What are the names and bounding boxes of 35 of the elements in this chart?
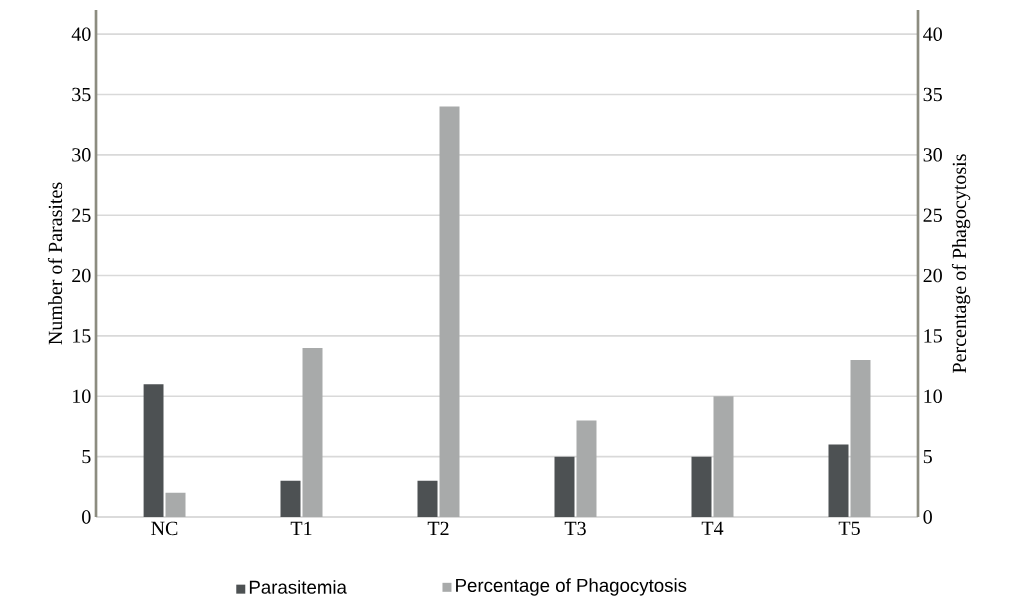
bar	[165, 492, 186, 517]
x-tick-label: T2	[427, 521, 449, 535]
y-tick-label: 25	[72, 208, 91, 222]
bar	[417, 480, 438, 517]
y-tick-label: 10	[73, 389, 91, 404]
y-tick-label: 40	[71, 27, 91, 41]
x-tick-label: T3	[564, 521, 586, 536]
y2-tick-label: 10	[924, 389, 942, 404]
y2-axis-title: Percentage of Phagocytosis	[951, 154, 971, 373]
y-tick-label: 35	[72, 87, 91, 102]
y2-tick-label: 0	[923, 510, 932, 524]
legend-label: Percentage of Phagocytosis	[456, 578, 687, 596]
bar	[302, 347, 323, 517]
y2-tick-label: 5	[923, 449, 932, 464]
y2-tick-label: 40	[923, 27, 942, 41]
y-tick-label: 20	[72, 268, 91, 283]
x-tick-label: T1	[290, 521, 312, 535]
bar	[143, 384, 164, 517]
y2-tick-label: 15	[924, 329, 942, 343]
y2-tick-label: 35	[923, 87, 942, 102]
bar	[850, 360, 871, 517]
legend-label: Parasitemia	[249, 580, 347, 594]
y2-tick-label: 20	[923, 268, 942, 283]
y2-tick-label: 25	[923, 208, 942, 222]
y-tick-label: 15	[73, 329, 91, 343]
x-tick-label: NC	[151, 521, 178, 536]
y-axis-title: Number of Parasites	[47, 182, 63, 345]
x-tick-label: T4	[701, 521, 724, 535]
bar	[439, 106, 460, 517]
y-tick-label: 5	[82, 449, 91, 464]
y-tick-label: 30	[72, 148, 91, 162]
bar	[280, 480, 301, 517]
y-tick-label: 0	[82, 510, 91, 524]
y2-tick-label: 30	[923, 148, 942, 162]
x-tick-label: T5	[838, 521, 860, 535]
